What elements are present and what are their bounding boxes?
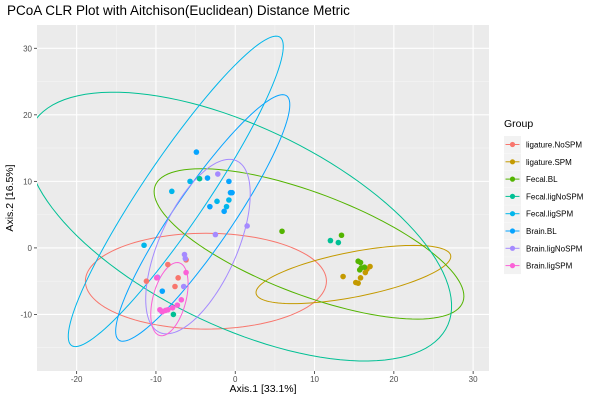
point-brain-bl xyxy=(159,288,166,294)
legend-title: Group xyxy=(504,118,533,130)
point-ligature-nospm xyxy=(143,278,150,284)
point-brain-lignospm xyxy=(182,255,189,262)
legend-key-point xyxy=(509,176,516,182)
legend-key-point xyxy=(509,159,516,165)
point-brain-bl xyxy=(204,175,211,181)
point-ligature-nospm xyxy=(165,261,171,268)
x-tick-label: -10 xyxy=(150,375,162,384)
y-axis-ticks: -10 0 10 20 30 xyxy=(20,44,37,319)
point-fecal-lignospm xyxy=(335,239,342,246)
point-fecal-ligspm xyxy=(187,178,193,185)
point-ligature-nospm xyxy=(175,275,181,281)
x-tick-label: 30 xyxy=(469,375,478,384)
x-axis-ticks: -20 -10 0 10 20 30 xyxy=(71,371,478,384)
point-brain-lignospm xyxy=(244,223,250,229)
ellipse-brain-lignospm xyxy=(145,158,251,335)
point-fecal-lignospm xyxy=(196,175,203,182)
legend: ligature.NoSPM ligature.SPM Fecal.BL Fecal.… xyxy=(504,136,584,275)
y-tick-label: 0 xyxy=(28,244,33,253)
legend-label: Brain.BL xyxy=(526,227,557,236)
ellipse-brain-bl xyxy=(115,94,291,342)
point-brain-ligspm xyxy=(165,306,171,313)
ellipse-ligature-spm xyxy=(255,244,452,305)
x-tick-label: -20 xyxy=(71,375,83,384)
point-brain-bl xyxy=(226,178,232,185)
legend-label: ligature.SPM xyxy=(526,158,572,167)
legend-key-point xyxy=(509,211,516,217)
legend-label: Fecal.ligSPM xyxy=(526,210,573,219)
legend-label: Fecal.BL xyxy=(526,175,558,184)
chart-title: PCoA CLR Plot with Aitchison(Euclidean) … xyxy=(7,3,350,18)
legend-key-point xyxy=(509,263,516,269)
legend-label: Brain.ligNoSPM xyxy=(526,244,583,253)
x-tick-label: 0 xyxy=(233,375,238,384)
major-gridlines xyxy=(37,25,489,371)
legend-key-point xyxy=(509,193,516,199)
point-brain-bl xyxy=(193,149,200,155)
minor-gridlines xyxy=(37,25,489,371)
point-ligature-spm xyxy=(367,263,373,270)
ellipse-ligature-nospm xyxy=(84,232,327,330)
x-axis-title: Axis.1 [33.1%] xyxy=(229,383,296,395)
point-fecal-ligspm xyxy=(223,203,230,210)
y-tick-label: 20 xyxy=(23,111,32,120)
ellipse-fecal-ligspm xyxy=(67,35,284,348)
legend-label: ligature.NoSPM xyxy=(526,141,582,150)
point-fecal-ligspm xyxy=(226,197,232,203)
point-ligature-nospm xyxy=(172,283,178,290)
point-brain-bl xyxy=(207,203,213,210)
y-tick-label: 10 xyxy=(23,177,32,186)
ellipse-fecal-bl xyxy=(153,168,465,320)
point-fecal-lignospm xyxy=(170,311,177,318)
legend-key-point xyxy=(509,245,516,251)
x-tick-label: 10 xyxy=(310,375,319,384)
point-brain-ligspm xyxy=(183,269,189,276)
point-brain-bl xyxy=(221,208,227,215)
point-brain-ligspm xyxy=(153,275,160,281)
legend-key-point xyxy=(509,141,516,148)
point-ligature-spm xyxy=(357,275,364,281)
legend-label: Brain.ligSPM xyxy=(526,262,573,271)
y-tick-label: -10 xyxy=(20,310,32,319)
point-brain-lignospm xyxy=(215,171,221,177)
plot-panel xyxy=(37,25,489,371)
point-fecal-bl xyxy=(357,259,364,266)
y-axis-title: Axis.2 [16.5%] xyxy=(4,164,16,231)
confidence-ellipses xyxy=(37,35,465,362)
point-brain-bl xyxy=(229,189,235,196)
point-fecal-ligspm xyxy=(169,188,175,195)
point-brain-ligspm xyxy=(178,297,185,303)
x-tick-label: 20 xyxy=(389,375,398,384)
legend-label: Fecal.ligNoSPM xyxy=(526,192,584,201)
point-fecal-ligspm xyxy=(141,242,147,249)
y-tick-label: 30 xyxy=(23,44,32,53)
legend-key-point xyxy=(509,228,516,234)
point-fecal-lignospm xyxy=(327,237,334,244)
point-brain-ligspm xyxy=(174,302,181,308)
data-points xyxy=(141,149,373,318)
point-fecal-bl xyxy=(338,232,345,239)
point-fecal-bl xyxy=(358,265,365,271)
point-ligature-spm xyxy=(355,280,361,286)
point-fecal-bl xyxy=(279,228,285,235)
point-fecal-ligspm xyxy=(214,198,220,205)
point-brain-lignospm xyxy=(212,231,219,238)
point-brain-lignospm xyxy=(180,283,187,290)
point-brain-ligspm xyxy=(169,304,176,311)
ellipse-fecal-lignospm xyxy=(37,91,453,362)
point-ligature-spm xyxy=(340,273,346,280)
